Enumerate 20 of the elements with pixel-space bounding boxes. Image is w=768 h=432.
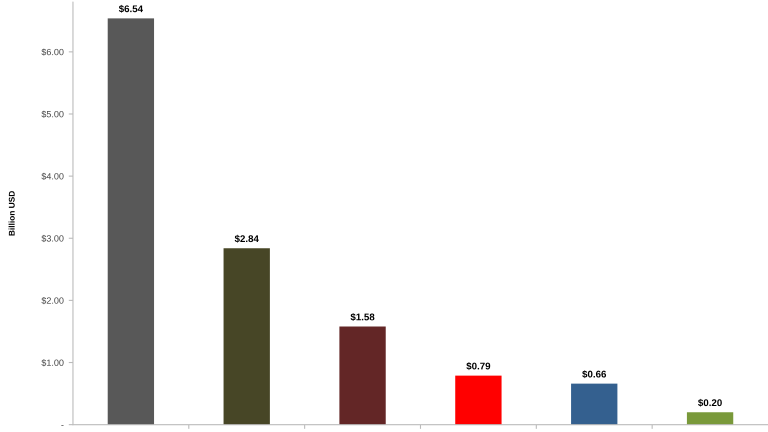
data-label: $0.66	[582, 370, 606, 378]
data-label: $0.79	[466, 362, 490, 370]
y-tick-label: $6.00	[41, 48, 64, 56]
y-axis-title: Billion USD	[8, 191, 15, 236]
y-tick-label: $3.00	[41, 234, 64, 242]
y-tick-label: $2.00	[41, 296, 64, 304]
bar	[224, 248, 270, 425]
bar	[339, 326, 386, 425]
y-tick-label: -	[61, 425, 64, 426]
data-label: $0.20	[698, 398, 722, 407]
bar	[455, 376, 502, 425]
bar	[686, 412, 734, 425]
y-tick-label: $1.00	[41, 359, 64, 366]
bar	[108, 18, 154, 425]
data-label: $1.58	[350, 313, 374, 322]
data-label: $2.84	[234, 234, 259, 243]
y-tick-label: $4.00	[41, 172, 64, 180]
y-tick-label: $5.00	[41, 110, 64, 118]
data-label: $6.54	[118, 4, 143, 13]
bar	[571, 384, 618, 425]
